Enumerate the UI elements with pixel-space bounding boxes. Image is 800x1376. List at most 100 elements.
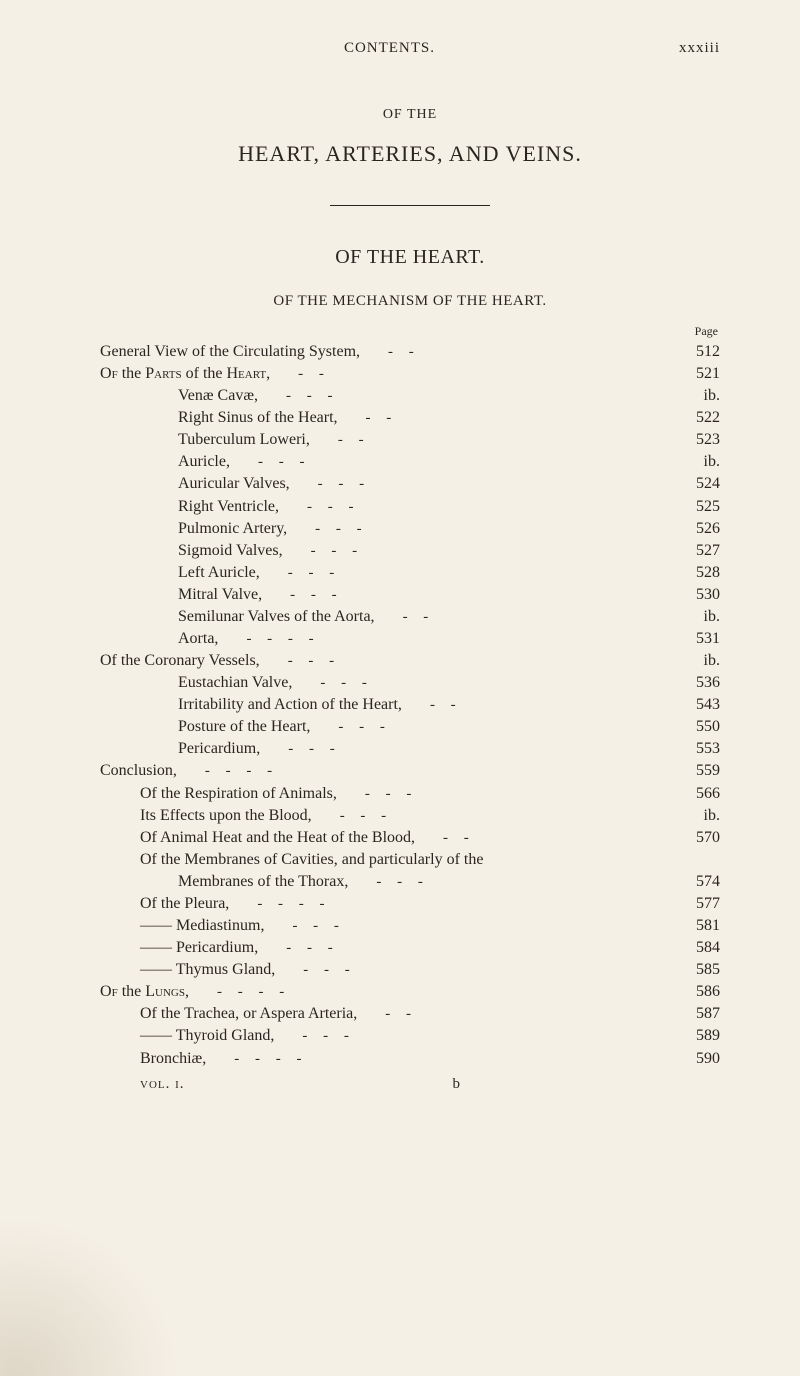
toc-page-number: 589: [666, 1025, 720, 1047]
toc-page-number: ib.: [666, 606, 720, 628]
toc-leader: - -: [415, 828, 666, 849]
toc-page-number: 521: [666, 363, 720, 385]
toc-label: Aorta,: [100, 628, 218, 650]
toc-label: —— Mediastinum,: [100, 915, 264, 937]
toc-page-number: 524: [666, 473, 720, 495]
page-stain: [0, 1216, 180, 1376]
toc-label: Membranes of the Thorax,: [100, 871, 348, 893]
toc-row: Right Sinus of the Heart,- - 522: [100, 407, 720, 429]
toc-leader: - - -: [258, 938, 666, 959]
toc-row: Pericardium,- - - 553: [100, 738, 720, 760]
toc-row: Sigmoid Valves,- - - 527: [100, 540, 720, 562]
toc-label: Semilunar Valves of the Aorta,: [100, 606, 375, 628]
toc-leader: - - -: [283, 541, 666, 562]
toc-label: Of the Pleura,: [100, 893, 229, 915]
toc-row: Venæ Cavæ,- - - ib.: [100, 385, 720, 407]
toc-row: —— Thyroid Gland,- - - 589: [100, 1025, 720, 1047]
toc-row: Left Auricle,- - - 528: [100, 562, 720, 584]
toc-leader: - - -: [262, 585, 666, 606]
toc-row: Of the Membranes of Cavities, and partic…: [100, 849, 720, 871]
toc-label: Eustachian Valve,: [100, 672, 292, 694]
toc-row: Eustachian Valve,- - - 536: [100, 672, 720, 694]
toc-leader: - - -: [310, 717, 666, 738]
toc-page-number: ib.: [666, 650, 720, 672]
toc-leader: - - -: [287, 519, 666, 540]
toc-page-number: 525: [666, 496, 720, 518]
toc-page-number: 527: [666, 540, 720, 562]
toc-label: —— Thyroid Gland,: [100, 1025, 274, 1047]
toc-leader: - -: [357, 1004, 666, 1025]
toc-leader: - - -: [274, 1026, 666, 1047]
footer: vol. i. b: [100, 1076, 720, 1093]
toc-page-number: 585: [666, 959, 720, 981]
footer-volume: vol. i.: [140, 1076, 185, 1093]
toc-label: Of the Trachea, or Aspera Arteria,: [100, 1003, 357, 1025]
toc-row: Its Effects upon the Blood,- - - ib.: [100, 805, 720, 827]
toc-label: Posture of the Heart,: [100, 716, 310, 738]
toc-row: Of the Coronary Vessels,- - - ib.: [100, 650, 720, 672]
toc-label: Conclusion,: [100, 760, 177, 782]
toc-label: —— Pericardium,: [100, 937, 258, 959]
toc-page-number: ib.: [666, 451, 720, 473]
toc-label: Pericardium,: [100, 738, 260, 760]
toc-row: Bronchiæ,- - - - 590: [100, 1048, 720, 1070]
toc-row: Irritability and Action of the Heart,- -…: [100, 694, 720, 716]
toc-leader: - - -: [260, 651, 666, 672]
toc-row: Of the Respiration of Animals,- - - 566: [100, 783, 720, 805]
toc-row: Aorta,- - - - 531: [100, 628, 720, 650]
toc-label: Irritability and Action of the Heart,: [100, 694, 402, 716]
table-of-contents: General View of the Circulating System,-…: [100, 341, 720, 1070]
toc-page-number: 586: [666, 981, 720, 1003]
toc-row: Of the Parts of the Heart,- - 521: [100, 363, 720, 385]
toc-page-number: 587: [666, 1003, 720, 1025]
running-head: CONTENTS. xxxiii: [100, 40, 720, 57]
toc-leader: - - - -: [218, 629, 666, 650]
toc-page-number: 512: [666, 341, 720, 363]
toc-page-number: 559: [666, 760, 720, 782]
toc-row: Of the Lungs,- - - - 586: [100, 981, 720, 1003]
toc-label: Right Sinus of the Heart,: [100, 407, 338, 429]
toc-label: Sigmoid Valves,: [100, 540, 283, 562]
toc-leader: - - - -: [229, 894, 666, 915]
toc-page-number: 577: [666, 893, 720, 915]
toc-row: Semilunar Valves of the Aorta,- - ib.: [100, 606, 720, 628]
toc-label: Its Effects upon the Blood,: [100, 805, 312, 827]
toc-label: Auricular Valves,: [100, 473, 290, 495]
toc-leader: - - -: [230, 452, 666, 473]
toc-leader: - - -: [348, 872, 666, 893]
toc-leader: - - -: [275, 960, 666, 981]
footer-signature: b: [453, 1076, 461, 1093]
toc-leader: - - -: [279, 497, 666, 518]
horizontal-rule: [330, 205, 490, 206]
toc-leader: - - - -: [206, 1049, 666, 1070]
toc-page-number: ib.: [666, 805, 720, 827]
toc-row: Posture of the Heart,- - - 550: [100, 716, 720, 738]
toc-page-number: 531: [666, 628, 720, 650]
running-head-left: CONTENTS.: [100, 40, 679, 57]
toc-row: Right Ventricle,- - - 525: [100, 496, 720, 518]
toc-row: Conclusion,- - - - 559: [100, 760, 720, 782]
toc-leader: - -: [375, 607, 666, 628]
toc-label: Of the Lungs,: [100, 981, 189, 1003]
toc-page-number: 550: [666, 716, 720, 738]
toc-page-number: 570: [666, 827, 720, 849]
toc-leader: - -: [402, 695, 666, 716]
toc-label: Of Animal Heat and the Heat of the Blood…: [100, 827, 415, 849]
toc-page-number: 590: [666, 1048, 720, 1070]
toc-page-number: 526: [666, 518, 720, 540]
toc-leader: - - - -: [177, 761, 666, 782]
toc-row: Of Animal Heat and the Heat of the Blood…: [100, 827, 720, 849]
toc-row: Of the Trachea, or Aspera Arteria,- - 58…: [100, 1003, 720, 1025]
toc-label: Tuberculum Loweri,: [100, 429, 310, 451]
toc-label: Of the Parts of the Heart,: [100, 363, 270, 385]
toc-page-number: 522: [666, 407, 720, 429]
toc-leader: - -: [360, 342, 666, 363]
of-the-label: OF THE: [100, 107, 720, 123]
toc-page-number: 574: [666, 871, 720, 893]
toc-page-number: 566: [666, 783, 720, 805]
toc-label: General View of the Circulating System,: [100, 341, 360, 363]
toc-page-number: 584: [666, 937, 720, 959]
toc-row: Membranes of the Thorax,- - - 574: [100, 871, 720, 893]
toc-row: Mitral Valve,- - - 530: [100, 584, 720, 606]
toc-leader: - - -: [260, 739, 666, 760]
